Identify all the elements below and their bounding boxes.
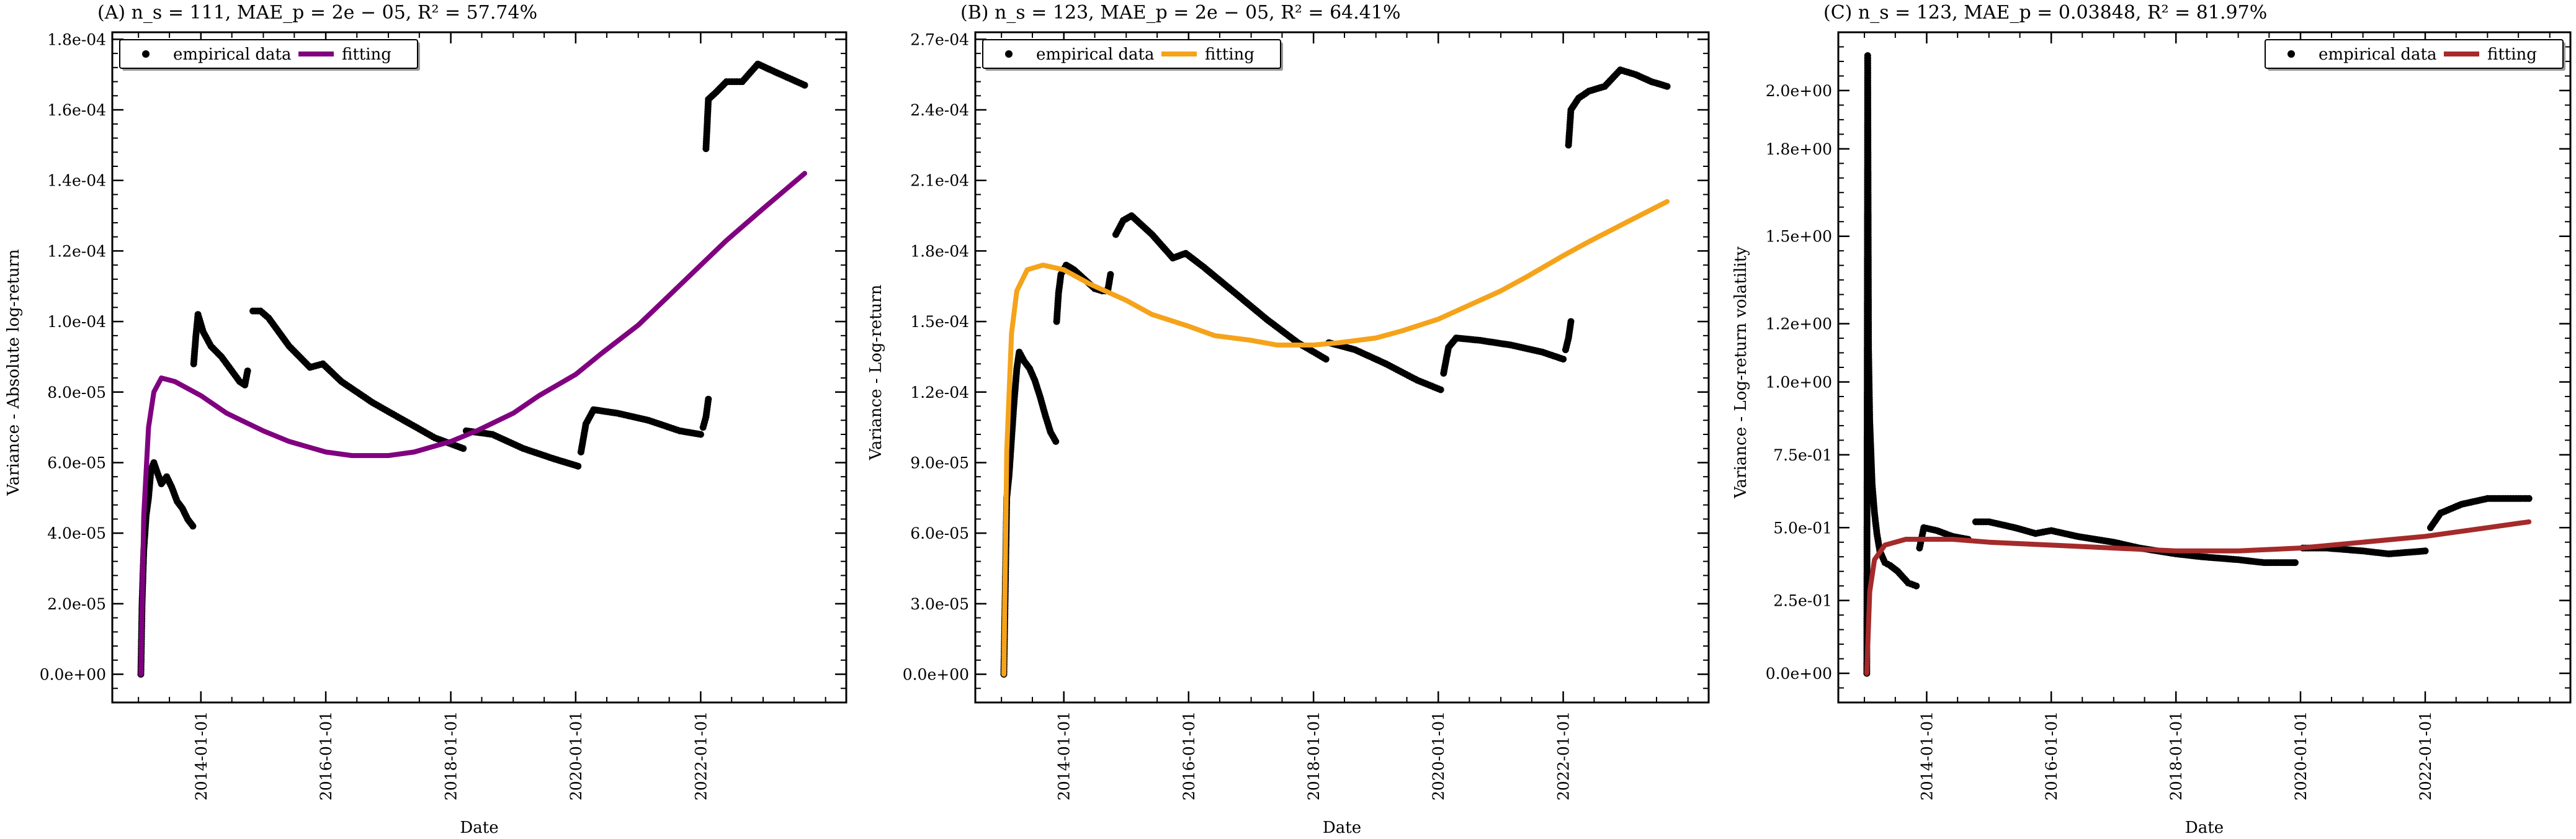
- y-tick-label: 1.0e-04: [47, 313, 106, 331]
- plot-area: [137, 60, 808, 678]
- y-tick-label: 1.2e-04: [910, 384, 969, 402]
- legend: empirical data fitting: [2265, 39, 2565, 71]
- y-tick-label: 2.4e-04: [910, 101, 969, 119]
- legend-marker-empirical: [1005, 50, 1013, 58]
- data-point: [1437, 386, 1444, 393]
- x-tick-label: 2022-01-01: [1555, 711, 1573, 801]
- legend-label: fitting: [2487, 45, 2537, 64]
- legend-box: [119, 39, 418, 69]
- legend-box: [982, 39, 1281, 69]
- fitting-line: [1864, 519, 2532, 676]
- y-tick-label: 1.5e+00: [1766, 228, 1832, 246]
- axes-frame: [1837, 31, 2572, 704]
- y-tick-label: 2.5e-01: [1773, 592, 1832, 610]
- x-tick-label: 2014-01-01: [192, 711, 210, 801]
- chart-title: (C) n_s = 123, MAE_p = 0.03848, R² = 81.…: [1823, 2, 2267, 24]
- y-tick-label: 2.0e+00: [1766, 82, 1832, 100]
- data-point: [460, 445, 467, 452]
- legend: empirical data fitting: [982, 39, 1283, 71]
- y-tick-label: 8.0e-05: [47, 384, 106, 402]
- legend-label: empirical data: [173, 45, 291, 64]
- y-tick-label: 2.1e-04: [910, 172, 969, 190]
- y-tick-label: 3.0e-05: [910, 595, 969, 613]
- x-tick-label: 2014-01-01: [1055, 711, 1073, 801]
- legend-label: fitting: [342, 45, 391, 64]
- chart-title: (B) n_s = 123, MAE_p = 2e − 05, R² = 64.…: [960, 2, 1400, 24]
- x-tick-label: 2020-01-01: [1429, 711, 1447, 801]
- y-tick-label: 1.8e+00: [1766, 140, 1832, 158]
- data-point: [2291, 559, 2299, 567]
- y-tick-label: 1.8e-04: [910, 242, 969, 260]
- data-point: [1560, 356, 1567, 363]
- y-tick-label: 1.4e-04: [47, 172, 106, 190]
- data-point: [1322, 356, 1330, 363]
- fitting-line: [138, 171, 807, 677]
- y-axis-label: Variance - Log-return volatility: [1732, 246, 1750, 499]
- y-tick-label: 5.0e-01: [1773, 519, 1832, 537]
- legend-label: empirical data: [2319, 45, 2436, 64]
- y-tick-label: 1.8e-04: [47, 30, 106, 48]
- axes-frame: [111, 31, 847, 704]
- x-axis-label: Date: [2185, 819, 2224, 837]
- data-point: [1107, 271, 1114, 278]
- data-point: [189, 523, 197, 530]
- legend: empirical data fitting: [119, 39, 420, 71]
- x-tick-label: 2016-01-01: [2042, 711, 2060, 801]
- chart-panel-1: (B) n_s = 123, MAE_p = 2e − 05, R² = 64.…: [867, 2, 1710, 837]
- x-tick-label: 2020-01-01: [2292, 711, 2310, 801]
- y-tick-label: 1.2e+00: [1766, 315, 1832, 333]
- fitting-line: [1001, 199, 1670, 677]
- data-point: [1567, 318, 1575, 325]
- y-tick-label: 9.0e-05: [910, 454, 969, 472]
- legend-marker-empirical: [2288, 50, 2295, 58]
- y-tick-label: 1.2e-04: [47, 242, 106, 260]
- y-tick-label: 6.0e-05: [47, 454, 106, 472]
- x-tick-label: 2018-01-01: [1305, 711, 1323, 801]
- y-tick-label: 1.5e-04: [910, 313, 969, 331]
- y-tick-label: 4.0e-05: [47, 524, 106, 542]
- x-tick-label: 2022-01-01: [692, 711, 710, 801]
- y-tick-label: 0.0e+00: [40, 666, 106, 684]
- data-point: [801, 81, 808, 89]
- y-axis-label: Variance - Absolute log-return: [4, 249, 23, 496]
- data-point: [1913, 582, 1920, 590]
- plot-area: [1863, 52, 2533, 677]
- plot-area: [1000, 66, 1671, 678]
- x-tick-label: 2018-01-01: [2167, 711, 2185, 801]
- y-tick-label: 0.0e+00: [1766, 665, 1832, 683]
- y-tick-label: 2.7e-04: [910, 30, 969, 48]
- x-tick-label: 2022-01-01: [2417, 711, 2435, 801]
- data-point: [2525, 495, 2533, 502]
- data-point: [697, 431, 704, 438]
- legend-box: [2265, 39, 2564, 69]
- y-tick-label: 0.0e+00: [903, 666, 969, 684]
- y-tick-label: 6.0e-05: [910, 524, 969, 542]
- chart-panel-0: (A) n_s = 111, MAE_p = 2e − 05, R² = 57.…: [4, 2, 847, 837]
- x-axis-label: Date: [460, 819, 498, 837]
- data-point: [1052, 437, 1060, 445]
- x-tick-label: 2014-01-01: [1918, 711, 1936, 801]
- legend-marker-empirical: [142, 50, 150, 58]
- axes-frame: [974, 31, 1710, 704]
- y-tick-label: 2.0e-05: [47, 595, 106, 613]
- x-tick-label: 2020-01-01: [567, 711, 585, 801]
- data-point: [244, 367, 251, 375]
- y-axis-label: Variance - Log-return: [867, 284, 885, 460]
- y-tick-label: 7.5e-01: [1773, 446, 1832, 464]
- data-point: [2422, 547, 2429, 555]
- x-axis-label: Date: [1323, 819, 1361, 837]
- chart-panel-2: (C) n_s = 123, MAE_p = 0.03848, R² = 81.…: [1732, 2, 2572, 837]
- y-tick-label: 1.6e-04: [47, 101, 106, 119]
- data-point: [575, 462, 582, 470]
- y-tick-label: 1.0e+00: [1766, 373, 1832, 391]
- data-point: [1663, 83, 1671, 90]
- data-point: [705, 395, 712, 403]
- x-tick-label: 2016-01-01: [1180, 711, 1198, 801]
- legend-label: empirical data: [1036, 45, 1154, 64]
- legend-label: fitting: [1205, 45, 1254, 64]
- chart-title: (A) n_s = 111, MAE_p = 2e − 05, R² = 57.…: [97, 2, 537, 24]
- x-tick-label: 2016-01-01: [317, 711, 335, 801]
- x-tick-label: 2018-01-01: [442, 711, 460, 801]
